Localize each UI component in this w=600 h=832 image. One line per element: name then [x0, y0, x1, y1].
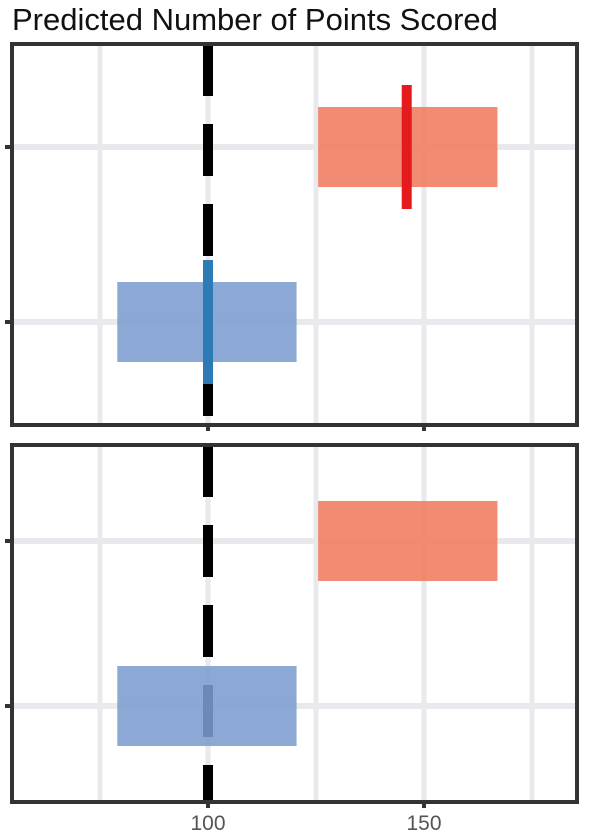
bar [318, 501, 498, 581]
panel-1 [5, 42, 579, 431]
marker [203, 260, 213, 384]
bar [117, 666, 297, 746]
chart-title: Predicted Number of Points Scored [12, 2, 498, 37]
x-tick-label: 150 [406, 812, 441, 832]
marker [401, 85, 412, 209]
panel-2 [5, 443, 579, 808]
panel-border [10, 443, 579, 804]
x-tick-label: 100 [190, 812, 225, 832]
panel-border [10, 42, 579, 427]
